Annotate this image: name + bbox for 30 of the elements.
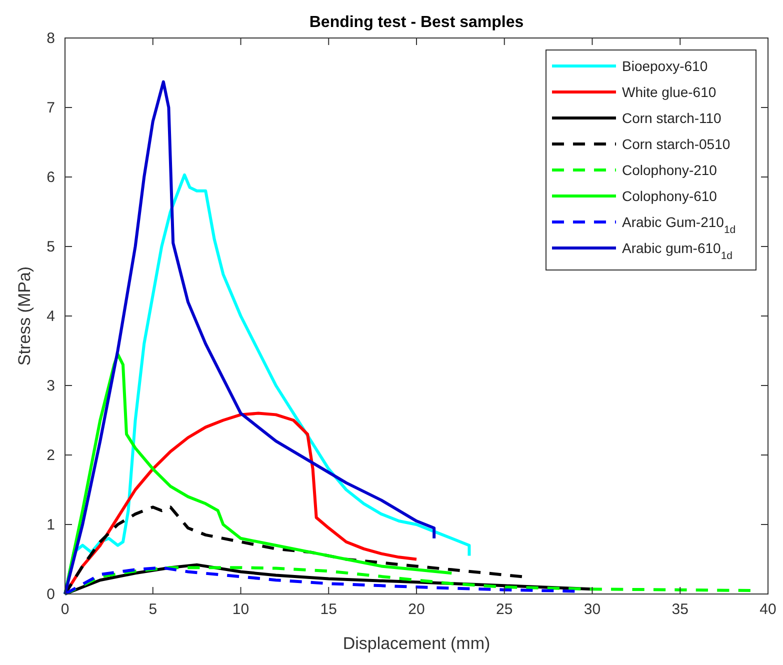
x-tick-label: 40	[760, 601, 776, 618]
legend-label: Corn starch-110	[622, 110, 722, 126]
x-tick-label: 0	[60, 601, 70, 618]
x-tick-label: 35	[672, 601, 688, 618]
x-tick-label: 20	[408, 601, 425, 618]
legend-label: Bioepoxy-610	[622, 58, 708, 74]
y-tick-label: 4	[46, 308, 55, 325]
legend-label: Arabic gum-610$_{1d}$	[622, 240, 733, 262]
y-axis-title: Stress (MPa)	[15, 266, 34, 366]
legend-label: White glue-610	[622, 84, 716, 100]
y-tick-label: 5	[46, 238, 55, 256]
legend-label: Colophony-610	[622, 188, 718, 204]
y-tick-label: 3	[46, 378, 55, 394]
x-tick-label: 15	[320, 601, 337, 618]
y-tick-label: 8	[46, 30, 55, 47]
x-tick-label: 5	[148, 601, 158, 618]
x-axis-title: Displacement (mm)	[342, 634, 490, 653]
chart-title: Bending test - Best samples	[309, 14, 524, 31]
y-tick-label: 2	[46, 447, 55, 464]
y-tick-label: 0	[46, 586, 55, 603]
legend-label: Corn starch-0510	[622, 136, 730, 152]
y-tick-label: 7	[46, 100, 55, 116]
x-tick-label: 25	[496, 601, 513, 618]
x-tick-label: 30	[584, 601, 601, 618]
legend-label: Arabic Gum-210$_{1d}$	[622, 214, 736, 236]
y-tick-label: 1	[46, 516, 55, 534]
y-tick-label: 6	[46, 169, 55, 186]
x-tick-label: 10	[232, 601, 250, 618]
legend-label: Colophony-210	[622, 162, 718, 178]
line-series	[64, 80, 436, 596]
